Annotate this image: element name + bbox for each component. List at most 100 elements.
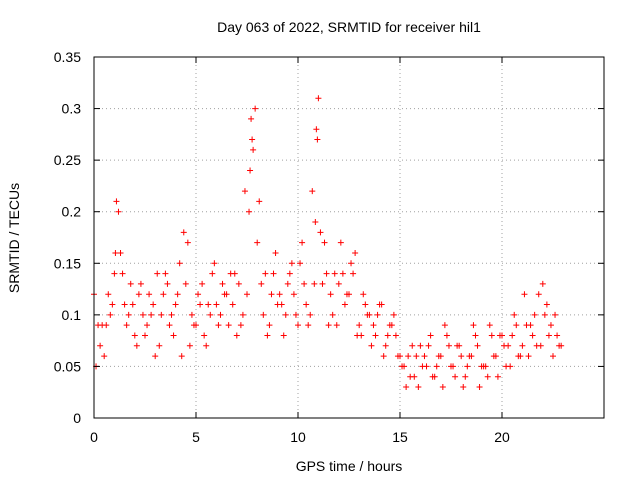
data-point [413,353,420,360]
data-point [547,322,554,329]
data-point [299,239,306,246]
data-point [452,373,459,380]
data-point [274,301,281,308]
data-point [268,291,275,298]
data-point [244,291,250,298]
data-point [315,95,322,102]
data-point [337,239,344,246]
data-point [378,301,385,308]
y-tick-label: 0.15 [54,255,81,271]
data-point [250,146,257,153]
data-point [129,301,136,308]
data-point [137,280,144,287]
data-point [227,270,234,277]
data-point [525,353,532,360]
data-point [188,311,195,318]
data-point [290,291,297,298]
data-point [362,301,369,308]
data-point [211,260,218,267]
data-point [301,280,308,287]
data-point [454,342,461,349]
data-point [317,229,324,236]
data-point [354,332,361,339]
data-point [95,322,102,329]
x-tick-label: 15 [392,429,408,445]
data-point [435,353,442,360]
data-point [303,301,310,308]
data-point [203,342,210,349]
data-point [237,322,244,329]
data-point [131,332,138,339]
data-point [107,311,114,318]
y-tick-label: 0.35 [54,49,81,65]
data-point [501,342,508,349]
data-point [464,363,471,370]
data-point [558,342,565,349]
data-point [325,322,332,329]
data-point [233,332,240,339]
data-point [186,342,193,349]
data-point [484,373,491,380]
data-point [348,260,355,267]
data-point [170,332,177,339]
data-point [554,332,561,339]
data-point [458,353,465,360]
data-point [541,311,548,318]
data-point [207,311,214,318]
data-point [280,332,287,339]
data-point [323,270,330,277]
data-point [360,291,367,298]
data-point [225,322,232,329]
data-point [309,188,316,195]
data-point [539,280,546,287]
data-point [319,280,326,287]
data-point [350,270,357,277]
data-point [178,353,185,360]
data-point [331,270,338,277]
data-point [335,280,342,287]
data-point [439,384,446,391]
data-point [312,219,319,226]
data-point [421,353,428,360]
data-point [101,353,108,360]
data-point [158,311,165,318]
data-point [272,249,279,256]
data-point [448,363,454,370]
data-point [241,188,248,195]
y-axis-label: SRMTID / TECUs [6,183,22,293]
data-point [229,301,236,308]
data-point [133,342,140,349]
data-point [390,311,397,318]
data-point [509,332,516,339]
data-point [286,270,293,277]
data-point [217,311,224,318]
data-point [329,311,336,318]
data-point [119,270,126,277]
data-point [433,363,440,370]
plot-frame [93,56,605,419]
data-point [314,136,321,143]
axes [93,56,605,419]
data-point [112,249,119,256]
data-point [543,301,550,308]
data-point [313,126,320,133]
data-point [97,342,104,349]
data-point [533,342,540,349]
data-point [343,291,350,298]
data-point [311,280,318,287]
data-point [135,291,142,298]
x-tick-label: 10 [290,429,306,445]
data-point [105,291,112,298]
data-point [248,115,255,122]
data-point [162,270,169,277]
data-point [213,301,220,308]
data-point [490,353,497,360]
data-point [160,291,167,298]
y-tick-label: 0.2 [62,204,82,220]
data-point [144,322,151,329]
data-point [392,332,399,339]
data-point [247,167,254,174]
data-point [284,280,291,287]
data-point [339,270,346,277]
